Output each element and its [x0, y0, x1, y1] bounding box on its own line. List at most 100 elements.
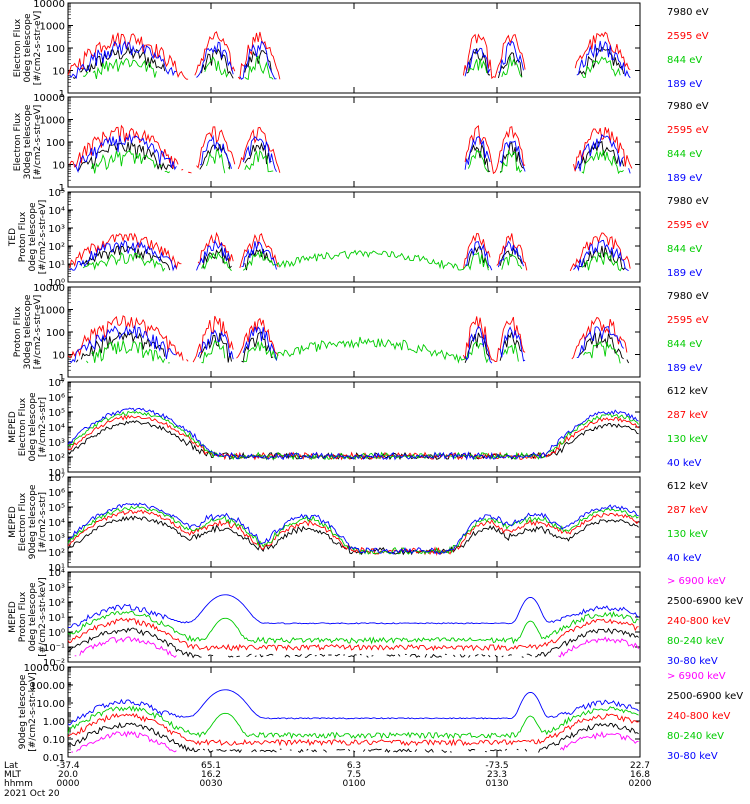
y-axis-label-line: MEPED: [8, 506, 18, 538]
series-trace-2: [68, 316, 634, 363]
y-tick-label: 10000: [33, 283, 65, 294]
series-trace-3: [82, 249, 623, 273]
y-axis-label-line: 0deg telescope: [28, 392, 38, 462]
legend-entry: 189 eV: [667, 79, 702, 90]
series-trace-4: [67, 610, 639, 645]
y-axis-label-line: 0deg telescope: [28, 202, 38, 272]
legend-entry: > 6900 keV: [667, 671, 726, 682]
y-tick-label: 10⁰: [48, 628, 65, 639]
legend-entry: 2595 eV: [667, 31, 709, 42]
panel-frame: [67, 96, 641, 188]
panel-7: 10⁻² 10⁻¹ 10⁰ 10¹ 10² 10³ 10⁴ MEPED Proton Flux 0…: [8, 568, 743, 669]
x-tick-label-mlt: 16.2: [201, 770, 221, 780]
y-tick-label: 10²: [48, 548, 65, 559]
y-tick-label: 100: [46, 44, 65, 55]
legend-entry: 7980 eV: [667, 101, 709, 112]
series-trace-1: [67, 420, 639, 461]
y-axis-label-line: Proton Flux: [13, 306, 23, 357]
series-trace-5: [67, 594, 639, 629]
legend-entry: 844 eV: [667, 244, 702, 255]
legend-entry: 40 keV: [667, 553, 701, 564]
y-tick-label: 1: [59, 89, 65, 100]
series-trace-4: [67, 502, 639, 555]
y-tick-label: 10: [52, 161, 65, 172]
legend-entry: 612 keV: [667, 481, 708, 492]
panel-5: 10¹ 10² 10³ 10⁴ 10⁵ 10⁶ 10⁷ MEPED Electron Flux 0…: [8, 378, 708, 479]
y-tick-label: 10000: [33, 93, 65, 104]
y-axis-label-line: MEPED: [8, 411, 18, 443]
legend-entry: 189 eV: [667, 173, 702, 184]
legend-entry: 189 eV: [667, 363, 702, 374]
legend-entry: 2500-6900 keV: [667, 691, 743, 702]
x-tick-label-hhmm: 0130: [486, 779, 509, 789]
y-axis-label-line: [#/cm2-s-str-keV]: [38, 577, 48, 656]
y-tick-label: 10⁵: [48, 503, 65, 514]
legend-entry: 7980 eV: [667, 291, 709, 302]
y-tick-label: 10³: [48, 224, 65, 235]
series-trace-3: [67, 712, 639, 747]
y-tick-label: 10¹: [48, 468, 65, 479]
y-tick-label: 10²: [48, 242, 65, 253]
x-tick-label-lat: -73.5: [485, 761, 508, 771]
x-tick-label-lat: 6.3: [347, 761, 361, 771]
y-tick-label: 10.00: [36, 699, 65, 710]
y-tick-label: 10³: [48, 438, 65, 449]
y-tick-label: 100.00: [30, 681, 65, 692]
y-axis-label-line: [#/cm2-s-str-eV]: [33, 295, 43, 370]
series-trace-3: [68, 410, 639, 461]
series-trace-4: [74, 132, 631, 174]
legend-entry: 844 eV: [667, 55, 702, 66]
y-tick-label: 10⁵: [48, 188, 65, 199]
y-tick-label: 10²: [48, 598, 65, 609]
series-trace-4: [69, 40, 631, 80]
y-tick-label: 10⁷: [48, 378, 65, 389]
series-trace-3: [67, 617, 639, 652]
y-tick-label: 100: [46, 138, 65, 149]
plot-date: 2021 Oct 20: [4, 789, 60, 799]
x-tick-label-hhmm: 0000: [57, 779, 80, 789]
x-tick-label-hhmm: 0030: [200, 779, 223, 789]
y-tick-label: 10⁴: [48, 568, 65, 579]
y-axis-label-line: Electron Flux: [18, 397, 28, 456]
y-tick-label: 1000: [40, 22, 65, 33]
panel-frame: [67, 191, 641, 283]
legend-entry: 30-80 keV: [667, 656, 718, 667]
legend-entry: 130 keV: [667, 529, 708, 540]
y-tick-label: 10000: [33, 0, 65, 10]
panel-frame: [67, 286, 641, 378]
series-trace-3: [67, 505, 639, 556]
x-tick-label-hhmm: 0200: [629, 779, 652, 789]
legend-entry: 240-800 keV: [667, 711, 731, 722]
legend-entry: 240-800 keV: [667, 616, 731, 627]
y-axis-label-line: Proton Flux: [18, 591, 28, 642]
y-tick-label: 0.10: [43, 735, 65, 746]
y-axis-label-line: [#/cm2-s-str-keV]: [28, 672, 38, 751]
series-trace-4: [67, 705, 639, 740]
y-tick-label: 1000: [40, 116, 65, 127]
series-trace-2: [67, 721, 639, 754]
legend-entry: 40 keV: [667, 458, 701, 469]
x-tick-label-mlt: 23.3: [487, 770, 507, 780]
y-axis-label-line: 90deg telescope: [28, 484, 38, 559]
series-trace-2: [69, 124, 633, 175]
series-trace-4: [67, 407, 639, 461]
legend-entry: 80-240 keV: [667, 731, 724, 742]
y-axis-label-line: 0deg telescope: [28, 582, 38, 652]
y-tick-label: 1000: [40, 306, 65, 317]
y-axis-label-line: 30deg telescope: [23, 294, 33, 369]
y-axis-label-line: [#/cm2-s-str-eV]: [33, 11, 43, 86]
panel-2: 1 10 100 1000 10000 Electron Flux 30deg telesc…: [13, 93, 709, 194]
y-axis-label-line: [#/cm2-s-str]: [38, 492, 48, 552]
y-axis-label-line: 0deg telescope: [23, 13, 33, 83]
legend-entry: 2595 eV: [667, 125, 709, 136]
y-tick-label: 10¹: [48, 260, 65, 271]
y-tick-label: 10⁴: [48, 423, 65, 434]
x-tick-label-lat: 65.1: [201, 761, 221, 771]
legend-entry: 2595 eV: [667, 315, 709, 326]
legend-entry: 7980 eV: [667, 7, 709, 18]
legend-entry: 30-80 keV: [667, 751, 718, 762]
series-trace-3: [82, 55, 621, 81]
x-tick-label-lat: -37.4: [56, 761, 80, 771]
